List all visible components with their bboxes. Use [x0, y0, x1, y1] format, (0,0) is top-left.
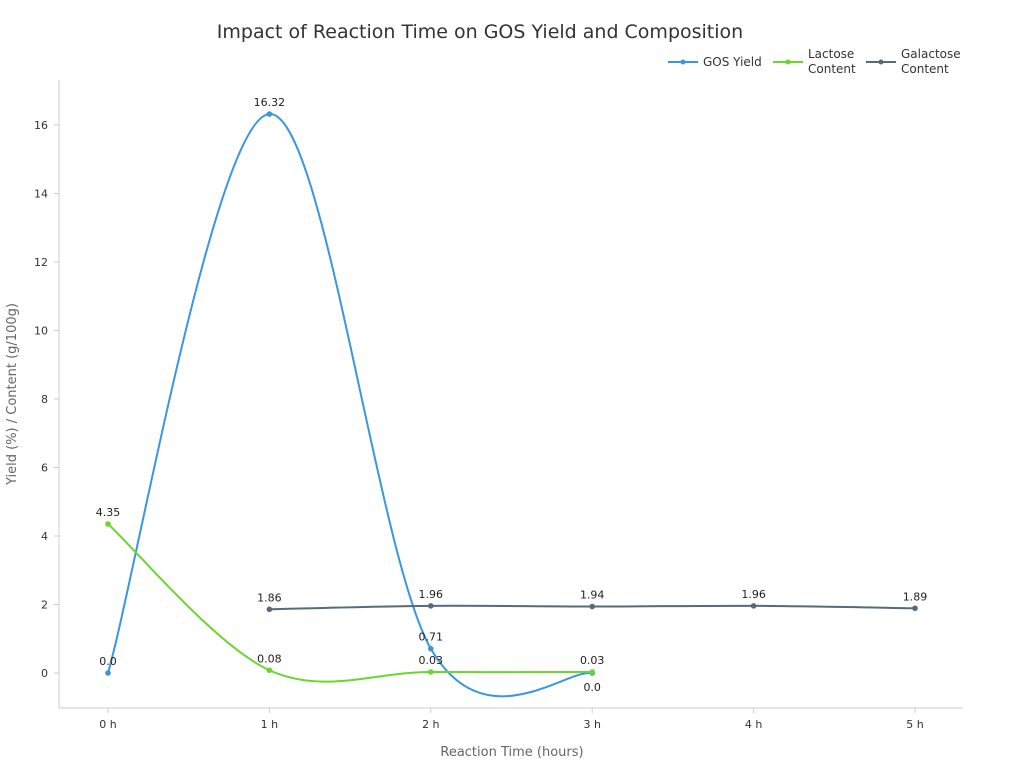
x-axis-label: Reaction Time (hours)	[440, 745, 583, 760]
galactose-content-data-label: 1.96	[741, 588, 766, 601]
lactose-content-line	[107, 523, 593, 683]
galactose-content-point[interactable]	[589, 603, 595, 610]
gos-yield-line	[107, 113, 593, 698]
x-tick-label: 2 h	[422, 718, 439, 731]
galactose-content-data-label: 1.89	[903, 590, 928, 603]
lactose-content-legend-marker	[785, 59, 791, 65]
gos-yield-point[interactable]	[105, 670, 111, 676]
galactose-content-point[interactable]	[428, 603, 434, 609]
galactose-content-legend-marker	[878, 59, 884, 65]
gos-yield-point[interactable]	[428, 645, 434, 652]
x-tick-label: 0 h	[99, 718, 116, 731]
lactose-content-point[interactable]	[105, 521, 111, 527]
galactose-content-data-label: 1.96	[419, 588, 444, 601]
lactose-content-data-label: 0.03	[419, 654, 444, 667]
gos-yield-data-label: 0.0	[99, 655, 117, 668]
galactose-content-legend-label[interactable]: Galactose Content	[901, 47, 961, 76]
gos-yield-data-label: 0.0	[583, 681, 601, 694]
y-axis-label: Yield (%) / Content (g/100g)	[5, 303, 20, 486]
lactose-content-data-label: 0.08	[257, 652, 282, 665]
y-tick-label: 4	[41, 530, 48, 543]
gos-yield-point[interactable]	[266, 111, 273, 117]
y-tick-label: 8	[41, 393, 48, 406]
x-tick-label: 5 h	[906, 718, 923, 731]
galactose-content-point[interactable]	[912, 605, 918, 612]
lactose-content-data-label: 4.35	[96, 506, 121, 519]
lactose-content-point[interactable]	[589, 669, 595, 675]
galactose-content-data-label: 1.94	[580, 589, 605, 602]
y-tick-label: 0	[41, 667, 48, 680]
y-tick-label: 2	[41, 599, 48, 612]
galactose-content-point[interactable]	[750, 603, 757, 609]
y-tick-label: 16	[34, 119, 48, 132]
y-tick-label: 6	[41, 462, 48, 475]
x-tick-label: 3 h	[583, 718, 600, 731]
lactose-content-data-label: 0.03	[580, 654, 605, 667]
gos-yield-data-label: 0.71	[419, 631, 444, 644]
y-tick-label: 10	[34, 325, 48, 338]
galactose-content-point[interactable]	[266, 606, 273, 613]
gos-yield-legend-label[interactable]: GOS Yield	[703, 55, 762, 69]
lactose-content-point[interactable]	[428, 669, 434, 675]
y-tick-label: 12	[34, 256, 48, 269]
x-tick-label: 1 h	[261, 718, 278, 731]
galactose-content-data-label: 1.86	[257, 591, 282, 604]
y-tick-label: 14	[34, 188, 48, 201]
gos-yield-legend-marker	[680, 59, 686, 65]
gos-yield-data-label: 16.32	[254, 96, 286, 109]
lactose-content-point[interactable]	[266, 667, 273, 674]
lactose-content-legend-label[interactable]: Lactose Content	[808, 47, 856, 76]
chart-title: Impact of Reaction Time on GOS Yield and…	[217, 21, 743, 43]
x-tick-label: 4 h	[745, 718, 762, 731]
